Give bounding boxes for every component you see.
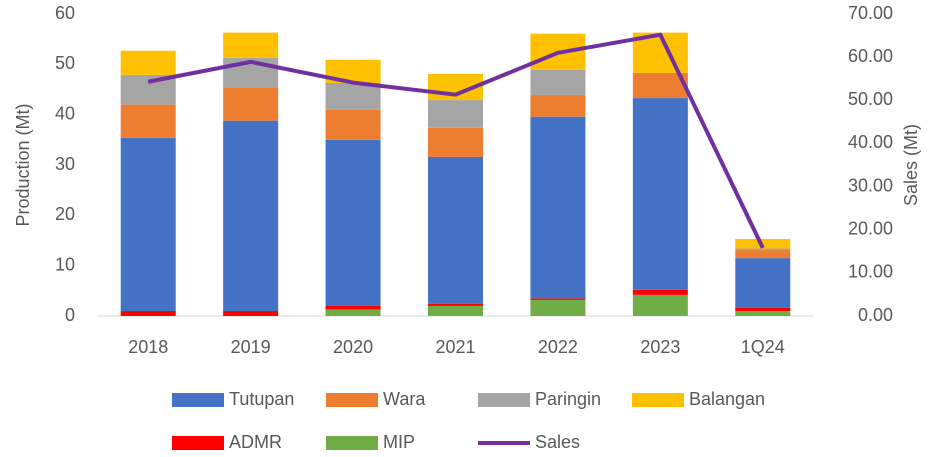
- x-tick-label: 2018: [128, 337, 168, 357]
- x-tick-label: 2019: [231, 337, 271, 357]
- bar-segment: [632, 294, 688, 316]
- x-tick-label: 2022: [538, 337, 578, 357]
- y-tick-label: 30: [55, 154, 75, 174]
- bar-segment: [223, 32, 279, 58]
- bar-segment: [735, 248, 791, 251]
- bar-segment: [325, 82, 381, 110]
- bar-segment: [325, 59, 381, 83]
- y-tick-label: 50: [55, 53, 75, 73]
- legend-swatch: [172, 393, 224, 407]
- bar-segment: [428, 303, 483, 306]
- legend-swatch: [632, 393, 684, 407]
- y-tick-label: 0: [65, 305, 75, 325]
- bar-segment: [735, 310, 791, 316]
- y2-tick-label: 50.00: [848, 89, 893, 109]
- y-axis-label: Production (Mt): [13, 103, 33, 226]
- bar-segment: [325, 139, 381, 306]
- legend-label: Sales: [535, 432, 580, 452]
- bar-segment: [428, 127, 483, 157]
- y2-axis-label: Sales (Mt): [901, 124, 921, 206]
- bar-segment: [530, 298, 586, 300]
- legend-swatch: [172, 436, 224, 450]
- bar-segment: [223, 87, 279, 121]
- x-tick-label: 1Q24: [741, 337, 785, 357]
- y2-tick-label: 40.00: [848, 132, 893, 152]
- bar-segment: [325, 305, 381, 310]
- bar-segment: [530, 299, 586, 316]
- bar-segment: [120, 310, 176, 316]
- bar-segment: [428, 305, 483, 316]
- bar-segment: [120, 50, 176, 75]
- bar-segment: [735, 258, 791, 308]
- y2-tick-label: 20.00: [848, 218, 893, 238]
- y-tick-label: 40: [55, 103, 75, 123]
- sales-line: [147, 32, 765, 249]
- y2-tick-label: 30.00: [848, 175, 893, 195]
- legend-label: ADMR: [229, 432, 282, 452]
- x-tick-label: 2020: [333, 337, 373, 357]
- bar-segment: [120, 137, 176, 311]
- y-tick-label: 60: [55, 3, 75, 23]
- bar-segment: [325, 309, 381, 316]
- bar-segment: [428, 156, 483, 304]
- bar-segment: [530, 116, 586, 299]
- legend-swatch: [478, 393, 530, 407]
- x-tick-label: 2023: [640, 337, 680, 357]
- x-tick-label: 2021: [435, 337, 475, 357]
- legend-swatch: [326, 436, 378, 450]
- y-tick-label: 10: [55, 254, 75, 274]
- bar-segment: [530, 95, 586, 117]
- bar-segment: [735, 307, 791, 311]
- bar-segment: [632, 289, 688, 295]
- legend-label: MIP: [383, 432, 415, 452]
- bar-segment: [223, 120, 279, 311]
- legend-label: Paringin: [535, 389, 601, 409]
- bar-segment: [120, 104, 176, 138]
- bar-segment: [428, 100, 483, 128]
- y2-tick-label: 60.00: [848, 46, 893, 66]
- y2-tick-label: 0.00: [858, 305, 893, 325]
- y2-tick-label: 70.00: [848, 3, 893, 23]
- bar-segment: [530, 69, 586, 96]
- legend-swatch: [326, 393, 378, 407]
- bar-segment: [632, 98, 688, 290]
- bar-segment: [735, 250, 791, 259]
- y2-tick-label: 10.00: [848, 262, 893, 282]
- y-tick-label: 20: [55, 204, 75, 224]
- legend-label: Tutupan: [229, 389, 294, 409]
- bar-segment: [223, 310, 279, 316]
- bar-segment: [325, 109, 381, 140]
- legend-label: Wara: [383, 389, 426, 409]
- legend-label: Balangan: [689, 389, 765, 409]
